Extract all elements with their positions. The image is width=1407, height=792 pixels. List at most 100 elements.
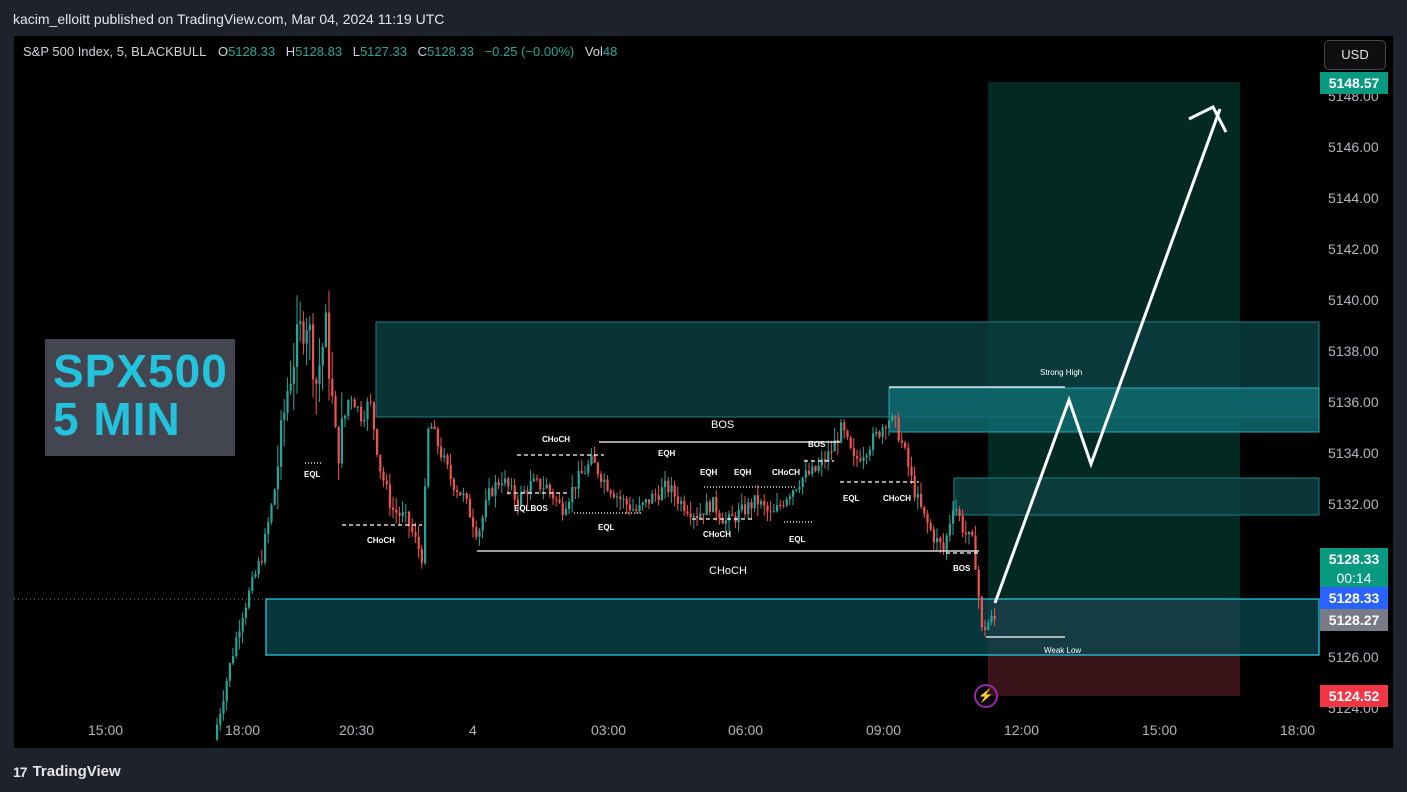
- candle-body: [609, 490, 612, 494]
- candle-body: [600, 474, 603, 482]
- candle-body: [558, 499, 561, 503]
- structure-lines: [305, 386, 1065, 638]
- symbol-label[interactable]: S&P 500 Index, 5, BLACKBULL: [23, 44, 207, 59]
- badge-line-2: 5 MIN: [53, 393, 181, 445]
- candle-body: [865, 455, 868, 457]
- candle-body: [510, 485, 513, 487]
- candle-body: [264, 533, 267, 563]
- candle-body: [875, 431, 878, 434]
- candle-body: [571, 486, 574, 502]
- eql-label-1: EQL: [304, 470, 321, 479]
- time-label-day4: 4: [469, 722, 477, 738]
- chart-svg[interactable]: BOS CHoCH Strong High Weak Low EQL CHoCH…: [14, 36, 1393, 748]
- candle-body: [680, 500, 683, 504]
- candle-body: [673, 485, 676, 497]
- candle-body: [254, 574, 257, 577]
- open-value: 5128.33: [228, 44, 276, 59]
- candle-body: [219, 713, 222, 725]
- candle-body: [376, 429, 379, 455]
- low-key: L: [352, 44, 360, 59]
- currency-button[interactable]: USD: [1324, 40, 1386, 70]
- candle-body: [612, 493, 615, 498]
- candle-body: [785, 499, 788, 506]
- candle-body: [782, 505, 785, 507]
- candle-body: [596, 462, 599, 475]
- candle-body: [430, 426, 433, 429]
- candle-body: [548, 484, 551, 492]
- candle-body: [273, 489, 276, 505]
- candle-body: [862, 456, 865, 461]
- candle-body: [481, 517, 484, 531]
- candle-body: [401, 512, 404, 516]
- target-price-tag: 5148.57: [1320, 72, 1388, 94]
- candle-body: [628, 504, 631, 511]
- publish-header: kacim_elloitt published on TradingView.c…: [13, 11, 445, 27]
- candle-body: [731, 514, 734, 517]
- candle-body: [708, 501, 711, 513]
- price-label-5138: 5138.00: [1328, 343, 1379, 359]
- candle-body: [315, 379, 318, 384]
- candle-body: [360, 406, 363, 422]
- chart-area[interactable]: BOS CHoCH Strong High Weak Low EQL CHoCH…: [14, 36, 1393, 748]
- lightning-icon[interactable]: ⚡: [974, 684, 998, 708]
- footer-bar: 17 TradingView: [0, 752, 1407, 792]
- candle-body: [321, 347, 324, 366]
- candle-body: [427, 428, 430, 487]
- demand-zone[interactable]: [265, 598, 1320, 656]
- candle-body: [305, 330, 308, 344]
- tradingview-logo[interactable]: 17 TradingView: [13, 763, 121, 780]
- candle-body: [299, 321, 302, 325]
- candle-body: [836, 440, 839, 443]
- candle-body: [555, 498, 558, 500]
- candle-body: [932, 529, 935, 543]
- candle-body: [235, 637, 238, 657]
- open-key: O: [217, 44, 229, 59]
- candle-body: [881, 427, 884, 437]
- price-label-5140: 5140.00: [1328, 292, 1379, 308]
- mid-zone[interactable]: [953, 477, 1320, 516]
- candle-body: [990, 615, 993, 623]
- candle-body: [750, 502, 753, 509]
- candle-body: [593, 455, 596, 463]
- candle-body: [625, 499, 628, 505]
- close-key: C: [417, 44, 427, 59]
- candle-body: [344, 415, 347, 419]
- candle-body: [894, 415, 897, 418]
- candle-body: [958, 509, 961, 516]
- eql-label-2: EQL: [598, 523, 615, 532]
- candle-body: [408, 511, 411, 527]
- price-label-5126: 5126.00: [1328, 649, 1379, 665]
- candle-body: [619, 496, 622, 500]
- candle-body: [977, 569, 980, 598]
- candle-body: [331, 378, 334, 397]
- candle-body: [238, 631, 241, 638]
- candle-body: [417, 536, 420, 550]
- candle-body: [289, 383, 292, 391]
- choch-label-5: CHoCH: [883, 494, 911, 503]
- candle-body: [814, 466, 817, 471]
- candle-body: [795, 489, 798, 491]
- candle-body: [980, 597, 983, 628]
- candle-body: [606, 479, 609, 491]
- candle-body: [654, 493, 657, 496]
- candle-body: [868, 449, 871, 456]
- candle-body: [686, 511, 689, 514]
- candle-body: [760, 501, 763, 505]
- candle-body: [276, 466, 279, 490]
- candle-body: [888, 420, 891, 428]
- candle-body: [340, 418, 343, 464]
- candle-body: [667, 480, 670, 493]
- strong-high-label: Strong High: [1040, 368, 1082, 377]
- tradingview-brand: TradingView: [32, 763, 121, 780]
- candle-body: [724, 520, 727, 524]
- candle-body: [910, 466, 913, 476]
- candle-body: [216, 724, 219, 740]
- candle-body: [843, 422, 846, 431]
- candle-body: [244, 607, 247, 618]
- candle-body: [849, 437, 852, 449]
- candle-body: [587, 464, 590, 474]
- candle-body: [635, 509, 638, 512]
- candle-body: [420, 549, 423, 563]
- candle-body: [987, 622, 990, 630]
- candle-body: [379, 454, 382, 472]
